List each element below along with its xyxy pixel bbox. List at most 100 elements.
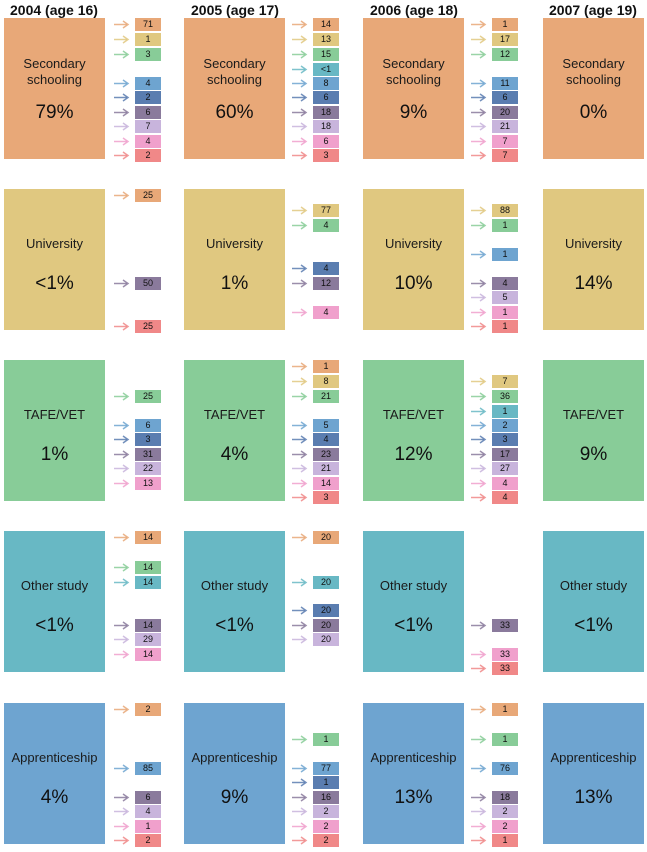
arrow-right-icon [113, 106, 131, 119]
arrow-right-icon [470, 820, 488, 833]
arrow-right-icon [470, 219, 488, 232]
arrow-right-icon [291, 733, 309, 746]
arrow-right-icon [291, 360, 309, 373]
flow-value: 22 [135, 462, 161, 475]
arrow-right-icon [113, 834, 131, 847]
flow-value: 2 [492, 419, 518, 432]
flow-value: 5 [313, 419, 339, 432]
arrow-right-icon [470, 405, 488, 418]
flow-value: 4 [313, 433, 339, 446]
arrow-right-icon [291, 135, 309, 148]
flow-value: 85 [135, 762, 161, 775]
flow-value: 21 [492, 120, 518, 133]
flow-value: 4 [492, 477, 518, 490]
flow-value: 25 [135, 390, 161, 403]
arrow-right-icon [291, 106, 309, 119]
state-percent: 60% [215, 102, 254, 123]
year-header: 2006 (age 18) [370, 2, 458, 18]
arrow-right-icon [113, 703, 131, 716]
state-percent: 13% [574, 787, 613, 808]
arrow-right-icon [291, 477, 309, 490]
flow-value: 25 [135, 189, 161, 202]
arrow-right-icon [291, 219, 309, 232]
state-block-university: University 14% [543, 189, 644, 330]
flow-value: 20 [313, 619, 339, 632]
arrow-right-icon [113, 33, 131, 46]
flow-value: 27 [492, 462, 518, 475]
state-block-tafe-vet: TAFE/VET 4% [184, 360, 285, 501]
arrow-right-icon [113, 189, 131, 202]
flow-value: 1 [492, 248, 518, 261]
flow-value: 36 [492, 390, 518, 403]
state-block-other-study: Other study <1% [4, 531, 105, 672]
flow-value: 14 [135, 561, 161, 574]
state-percent: 12% [394, 444, 433, 465]
flow-value: 50 [135, 277, 161, 290]
arrow-right-icon [291, 204, 309, 217]
state-name: Secondary schooling [203, 56, 266, 88]
state-percent: 10% [394, 273, 433, 294]
flow-value: 20 [313, 531, 339, 544]
state-percent: 13% [394, 787, 433, 808]
arrow-right-icon [291, 33, 309, 46]
arrow-right-icon [291, 390, 309, 403]
state-percent: <1% [35, 273, 74, 294]
flow-value: 1 [492, 18, 518, 31]
arrow-right-icon [291, 604, 309, 617]
arrow-right-icon [113, 791, 131, 804]
state-name: University [564, 236, 623, 251]
state-block-other-study: Other study <1% [543, 531, 644, 672]
arrow-right-icon [470, 248, 488, 261]
state-name: Apprenticeship [191, 750, 278, 765]
state-block-apprenticeship: Apprenticeship 4% [4, 703, 105, 844]
flow-value: 3 [313, 149, 339, 162]
flow-value: 4 [135, 135, 161, 148]
arrow-right-icon [113, 462, 131, 475]
flow-value: 6 [313, 135, 339, 148]
arrow-right-icon [291, 120, 309, 133]
state-block-apprenticeship: Apprenticeship 13% [363, 703, 464, 844]
flow-value: 1 [313, 733, 339, 746]
arrow-right-icon [291, 419, 309, 432]
arrow-right-icon [470, 291, 488, 304]
state-name: Apprenticeship [370, 750, 457, 765]
state-block-apprenticeship: Apprenticeship 9% [184, 703, 285, 844]
arrow-right-icon [291, 149, 309, 162]
arrow-right-icon [291, 433, 309, 446]
arrow-right-icon [291, 77, 309, 90]
flow-value: 17 [492, 448, 518, 461]
arrow-right-icon [470, 149, 488, 162]
arrow-right-icon [470, 135, 488, 148]
arrow-right-icon [113, 448, 131, 461]
arrow-right-icon [470, 48, 488, 61]
state-percent: 79% [35, 102, 74, 123]
state-percent: <1% [215, 615, 254, 636]
arrow-right-icon [470, 33, 488, 46]
flow-value: 4 [313, 306, 339, 319]
flow-value: 14 [135, 619, 161, 632]
state-block-apprenticeship: Apprenticeship 13% [543, 703, 644, 844]
flow-value: 11 [492, 77, 518, 90]
state-percent: 1% [220, 273, 249, 294]
arrow-right-icon [291, 262, 309, 275]
arrow-right-icon [113, 277, 131, 290]
flow-value: 20 [313, 604, 339, 617]
flow-value: 21 [313, 462, 339, 475]
arrow-right-icon [113, 633, 131, 646]
arrow-right-icon [291, 633, 309, 646]
flow-value: 1 [492, 320, 518, 333]
arrow-right-icon [470, 791, 488, 804]
state-percent: <1% [35, 615, 74, 636]
flow-value: 5 [492, 291, 518, 304]
arrow-right-icon [291, 18, 309, 31]
arrow-right-icon [470, 477, 488, 490]
flow-value: 7 [492, 375, 518, 388]
state-name: Other study [559, 578, 628, 593]
state-percent: 9% [220, 787, 249, 808]
flow-value: 1 [492, 703, 518, 716]
flow-value: 2 [135, 149, 161, 162]
arrow-right-icon [470, 805, 488, 818]
state-block-university: University <1% [4, 189, 105, 330]
arrow-right-icon [291, 762, 309, 775]
state-name: Secondary schooling [382, 56, 445, 88]
